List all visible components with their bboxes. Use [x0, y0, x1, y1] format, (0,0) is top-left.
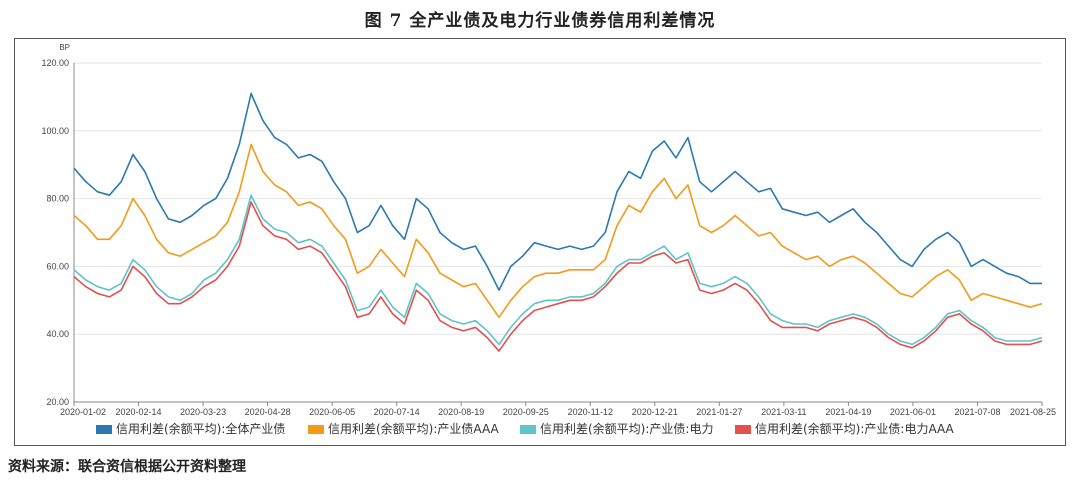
y-tick-label: 20.00 [46, 397, 69, 407]
y-tick-label: 40.00 [46, 329, 69, 339]
legend-swatch-3 [520, 425, 536, 434]
y-axis: 120.00 100.00 80.00 60.00 40.00 20.00 BP [41, 43, 75, 407]
x-tick-label: 2020-09-25 [503, 407, 549, 417]
x-tick-label: 2021-07-08 [954, 407, 1000, 417]
series-line-2 [73, 143, 1043, 319]
y-axis-unit: BP [59, 43, 70, 52]
x-tick-label: 2020-04-28 [245, 407, 291, 417]
legend-label-2: 信用利差(余额平均):产业债AAA [328, 421, 499, 436]
series-line-4 [73, 201, 1043, 352]
y-tick-label: 120.00 [41, 58, 69, 68]
y-tick-label: 80.00 [46, 194, 69, 204]
x-tick-label: 2021-01-27 [696, 407, 742, 417]
x-tick-label: 2020-06-05 [309, 407, 355, 417]
series-lines [73, 92, 1043, 352]
series-line-1 [73, 92, 1042, 291]
x-tick-label: 2020-02-14 [116, 407, 162, 417]
x-tick-label: 2020-12-21 [632, 407, 678, 417]
legend-swatch-4 [735, 425, 751, 434]
legend-label-3: 信用利差(余额平均):产业债:电力 [540, 421, 713, 436]
x-axis: 2020-01-02 2020-02-14 2020-03-23 2020-04-28… [60, 401, 1056, 417]
x-tick-label: 2020-11-12 [568, 407, 613, 417]
x-tick-label: 2020-03-23 [180, 407, 226, 417]
chart-title: 图 7 全产业债及电力行业债券信用利差情况 [364, 11, 716, 31]
source-note: 资料来源：联合资信根据公开资料整理 [8, 459, 246, 475]
x-tick-label: 2020-01-02 [60, 407, 106, 417]
legend-label-4: 信用利差(余额平均):产业债:电力AAA [755, 421, 955, 436]
chart-frame [14, 38, 1066, 446]
x-tick-label: 2020-08-19 [438, 407, 484, 417]
legend-swatch-2 [308, 425, 324, 434]
legend-swatch-1 [96, 425, 112, 434]
series-line-3 [73, 194, 1043, 346]
x-tick-label: 2020-07-14 [374, 407, 420, 417]
legend: 信用利差(余额平均):全体产业债 信用利差(余额平均):产业债AAA 信用利差(余额… [96, 421, 955, 436]
x-tick-label: 2021-03-11 [761, 407, 806, 417]
legend-label-1: 信用利差(余额平均):全体产业债 [116, 421, 285, 436]
x-tick-label: 2021-08-25 [1010, 407, 1056, 417]
y-tick-label: 60.00 [46, 261, 69, 271]
y-tick-label: 100.00 [41, 126, 69, 136]
x-tick-label: 2021-06-01 [890, 407, 936, 417]
x-tick-label: 2021-04-19 [825, 407, 871, 417]
